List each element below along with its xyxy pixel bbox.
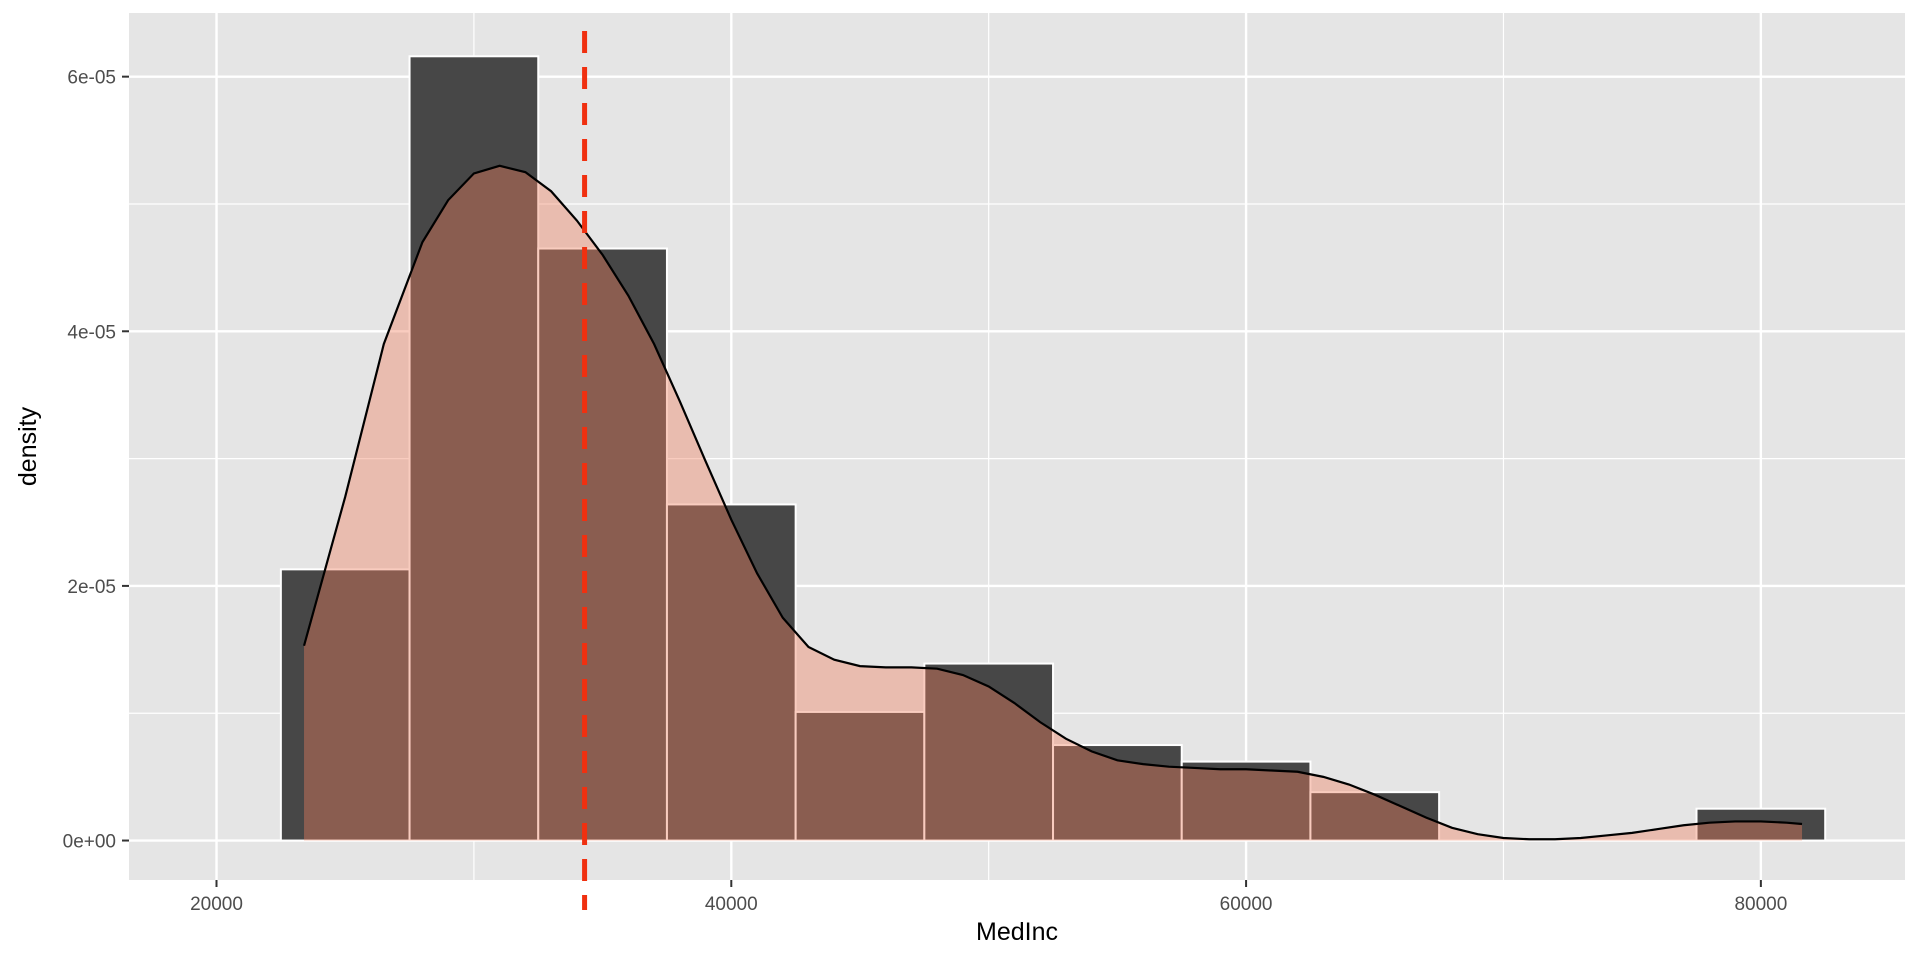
histogram-bar-8: [1180, 760, 1312, 842]
density-area: [304, 165, 1803, 841]
histogram-bar-1: [279, 568, 411, 842]
histogram-bar-12: [1695, 807, 1827, 842]
y-tick-label: 2e-05: [67, 577, 116, 598]
y-tick-label: 4e-05: [67, 322, 116, 343]
histogram-bar-3: [537, 247, 668, 842]
x-tick-label: 40000: [705, 894, 758, 915]
y-axis-title: density: [14, 406, 42, 486]
histogram-bars: [279, 55, 1827, 842]
density-curve-line: [302, 164, 1803, 841]
axes: 20000 40000 60000 80000 0e+00 2e-05 4e-05 6e-05: [63, 68, 1788, 915]
histogram-bar-6: [923, 662, 1055, 842]
x-tick-label: 60000: [1220, 894, 1273, 915]
y-tick-label: 0e+00: [63, 832, 116, 853]
histogram-bar-2: [408, 55, 540, 842]
y-tick-label: 6e-05: [67, 68, 116, 89]
x-tick-label: 80000: [1734, 894, 1787, 915]
histogram-bar-9: [1309, 791, 1441, 842]
histogram-bar-4: [665, 503, 797, 842]
histogram-bar-7: [1052, 744, 1183, 842]
x-tick-label: 20000: [190, 894, 243, 915]
x-axis-title: MedInc: [976, 918, 1058, 946]
